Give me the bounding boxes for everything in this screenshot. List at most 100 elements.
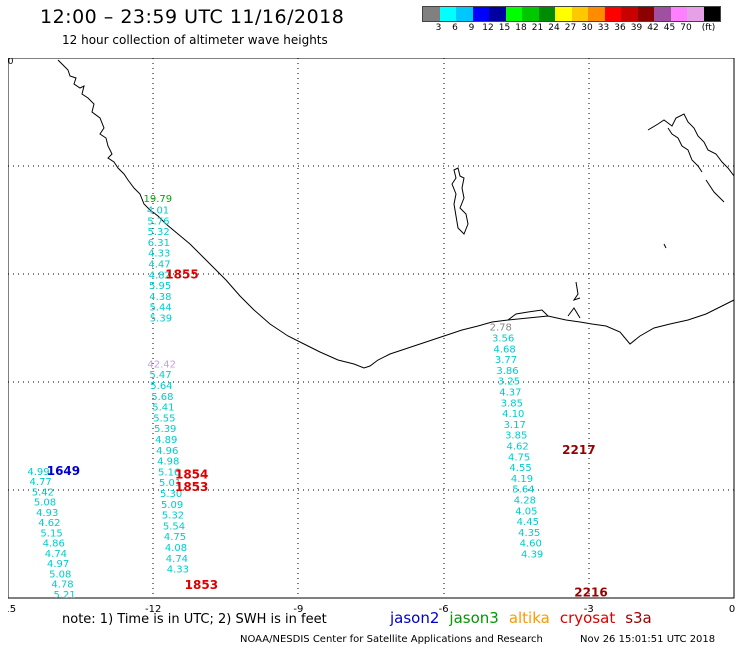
wave-height-value: 3.85 xyxy=(505,431,527,442)
notes: note: 1) Time is in UTC; 2) SWH is in fe… xyxy=(62,612,327,627)
wave-height-value: 4.74 xyxy=(45,549,67,560)
wave-height-value: 3.25 xyxy=(498,377,520,388)
colorbar-label: 42 xyxy=(647,23,659,33)
wave-height-value: 4.33 xyxy=(167,565,189,576)
wave-height-value: 5.64 xyxy=(512,485,534,496)
wave-height-value: 5.32 xyxy=(162,511,184,522)
wave-height-value: 3.77 xyxy=(495,355,517,366)
colorbar-label: 27 xyxy=(564,23,577,33)
wave-height-value: 5.42 xyxy=(32,487,54,498)
colorbar-swatch xyxy=(472,7,489,21)
wave-height-value: 3.86 xyxy=(496,366,518,377)
coastline xyxy=(57,59,735,369)
wave-height-value: 4.99 xyxy=(27,467,49,478)
wave-height-value: 5.68 xyxy=(151,392,173,403)
wave-height-value: 5.64 xyxy=(150,381,172,392)
colorbar-swatch xyxy=(654,7,671,21)
colorbar-label: 21 xyxy=(531,23,544,33)
page-title: 12:00 – 23:59 UTC 11/16/2018 xyxy=(40,6,345,28)
wave-height-value: 4.75 xyxy=(164,532,186,543)
colorbar xyxy=(422,6,721,22)
wave-height-value: 5.21 xyxy=(53,590,75,601)
wave-height-value: 3.56 xyxy=(492,334,514,345)
wave-height-value: 4.08 xyxy=(165,543,187,554)
colorbar-label: 18 xyxy=(515,23,527,33)
timestamp: Nov 26 15:01:51 UTC 2018 xyxy=(580,634,716,645)
wave-height-value: 5.76 xyxy=(147,216,169,227)
colorbar-swatch xyxy=(703,7,720,21)
wave-height-value: 4.93 xyxy=(36,508,58,519)
wave-height-value: 3.85 xyxy=(501,398,523,409)
wave-height-value: 3.17 xyxy=(504,420,526,431)
wave-height-value: 4.33 xyxy=(148,249,170,260)
wave-height-value: 5.09 xyxy=(161,500,183,511)
wave-height-value: 5.54 xyxy=(163,521,185,532)
colorbar-label: 39 xyxy=(630,23,643,33)
wave-height-value: 19.79 xyxy=(144,194,173,205)
colorbar-label: 45 xyxy=(663,23,676,33)
colorbar-label: 9 xyxy=(468,23,475,33)
colorbar-swatch xyxy=(588,7,605,21)
colorbar-swatch xyxy=(604,7,621,21)
map-grid xyxy=(8,58,734,598)
legend-entry-s3a: s3a xyxy=(625,609,652,627)
wave-height-value: 5.55 xyxy=(153,413,175,424)
colorbar-swatch xyxy=(637,7,654,21)
wave-height-map: -15-12-9-6-300246810 4.994.775.425.084.9… xyxy=(8,58,735,615)
wave-height-value: 4.82 xyxy=(149,270,171,281)
wave-height-value: 4.28 xyxy=(514,496,536,507)
wave-height-value: 2.78 xyxy=(490,323,512,334)
wave-height-value: 4.98 xyxy=(157,457,179,468)
wave-height-value: 5.44 xyxy=(150,303,172,314)
colorbar-label: 3 xyxy=(435,23,442,33)
colorbar-label: 12 xyxy=(482,23,494,33)
wave-height-value: 5.01 xyxy=(159,478,181,489)
wave-height-value: 4.77 xyxy=(30,477,52,488)
x-tick-label: 0 xyxy=(729,604,735,615)
colorbar-swatch xyxy=(687,7,704,21)
axis-tick-labels: -15-12-9-6-300246810 xyxy=(8,58,735,615)
colorbar-swatch xyxy=(621,7,638,21)
pass-time-label: 2217 xyxy=(562,443,595,457)
wave-height-value: 4.45 xyxy=(517,517,539,528)
page-subtitle: 12 hour collection of altimeter wave hei… xyxy=(62,33,328,47)
colorbar-swatch xyxy=(439,7,456,21)
colorbar-swatch xyxy=(555,7,572,21)
colorbar-label: 15 xyxy=(498,23,511,33)
colorbar-label: 33 xyxy=(597,23,610,33)
wave-height-value: 5.41 xyxy=(152,403,174,414)
wave-height-value: 4.37 xyxy=(499,388,521,399)
x-tick-label: -6 xyxy=(439,604,449,615)
wave-height-value: 5.16 xyxy=(158,467,180,478)
wave-height-value: 4.60 xyxy=(520,539,542,550)
wave-height-value: 4.01 xyxy=(147,206,169,217)
wave-height-value: 4.39 xyxy=(521,550,543,561)
x-tick-label: -9 xyxy=(293,604,303,615)
colorbar-label: 6 xyxy=(452,23,458,33)
pass-time-label: 1853 xyxy=(175,480,208,494)
pass-time-label: 1649 xyxy=(47,464,80,478)
x-tick-label: -3 xyxy=(584,604,594,615)
colorbar-swatch xyxy=(489,7,506,21)
wave-height-value: 4.96 xyxy=(156,446,178,457)
wave-height-value: 4.47 xyxy=(148,260,170,271)
colorbar-labels: 3 6 9 12 15 18 21 24 27 30 33 36 39 42 45 70 (ft) xyxy=(422,23,740,35)
wave-height-value: 6.31 xyxy=(148,238,170,249)
wave-height-value: 5.47 xyxy=(149,370,171,381)
legend-entry-jason2: jason2 xyxy=(390,609,440,627)
colorbar-label: 30 xyxy=(581,23,593,33)
pass-time-label: 1854 xyxy=(175,468,208,482)
y-tick-label: 10 xyxy=(8,58,14,67)
colorbar-label: 70 xyxy=(680,23,692,33)
wave-height-value: 5.39 xyxy=(150,314,172,325)
wave-height-value: 4.19 xyxy=(511,474,533,485)
wave-observations: 4.994.775.425.084.934.625.154.864.744.97… xyxy=(27,194,607,601)
wave-height-value: 5.08 xyxy=(49,569,71,580)
colorbar-swatch xyxy=(670,7,687,21)
wave-height-value: 5.08 xyxy=(34,498,56,509)
wave-height-value: 4.97 xyxy=(47,559,69,570)
wave-height-value: 4.86 xyxy=(43,539,65,550)
wave-height-value: 4.78 xyxy=(51,580,73,591)
wave-height-value: 4.62 xyxy=(38,518,60,529)
colorbar-label: 36 xyxy=(614,23,626,33)
